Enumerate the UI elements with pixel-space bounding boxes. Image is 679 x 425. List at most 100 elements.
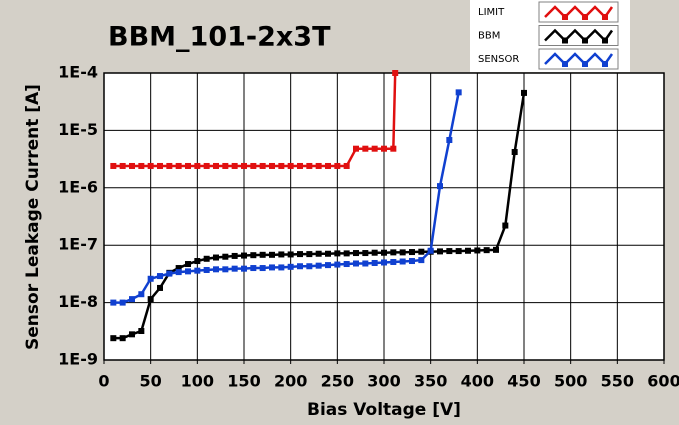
y-tick-label: 1E-7 xyxy=(58,235,98,254)
data-point xyxy=(399,258,406,265)
data-point xyxy=(138,162,145,169)
x-tick-label: 50 xyxy=(140,372,162,391)
data-point xyxy=(315,162,322,169)
x-axis-label: Bias Voltage [V] xyxy=(307,400,461,420)
legend-marker xyxy=(582,61,588,67)
data-point xyxy=(194,258,201,265)
data-point xyxy=(175,265,182,272)
x-tick-label: 150 xyxy=(227,372,260,391)
data-point xyxy=(166,270,173,277)
data-point xyxy=(343,261,350,268)
data-point xyxy=(353,250,359,257)
data-point xyxy=(381,145,387,152)
data-point xyxy=(334,162,341,169)
legend-label: LIMIT xyxy=(478,7,505,18)
data-point xyxy=(325,250,331,257)
data-point xyxy=(213,254,219,261)
data-point xyxy=(287,263,294,270)
data-point xyxy=(119,299,126,306)
data-point xyxy=(241,265,247,272)
data-point xyxy=(185,162,191,169)
legend-marker xyxy=(562,14,568,20)
data-point xyxy=(390,249,397,256)
data-point xyxy=(157,162,163,169)
data-point xyxy=(371,249,378,256)
data-point xyxy=(315,250,322,257)
data-point xyxy=(362,145,369,152)
data-point xyxy=(175,269,182,276)
data-point xyxy=(325,262,331,269)
data-point xyxy=(241,252,247,259)
data-point xyxy=(222,266,229,273)
legend-marker xyxy=(602,61,608,67)
data-point xyxy=(371,145,378,152)
data-point xyxy=(138,328,145,335)
data-point xyxy=(455,248,462,255)
x-tick-label: 250 xyxy=(321,372,354,391)
data-point xyxy=(392,70,399,76)
data-point xyxy=(278,251,285,258)
data-point xyxy=(446,248,453,255)
data-point xyxy=(250,162,257,169)
data-point xyxy=(362,250,369,257)
data-point xyxy=(269,162,275,169)
data-point xyxy=(446,137,453,144)
y-tick-label: 1E-8 xyxy=(58,292,98,311)
data-point xyxy=(353,260,359,267)
data-point xyxy=(390,145,397,152)
legend-marker xyxy=(602,14,608,20)
data-point xyxy=(455,89,462,96)
data-point xyxy=(306,251,313,258)
x-tick-label: 100 xyxy=(181,372,214,391)
data-point xyxy=(278,264,285,271)
data-point xyxy=(409,249,415,256)
data-point xyxy=(129,296,135,303)
data-point xyxy=(222,253,229,260)
chart-title: BBM_101-2x3T xyxy=(108,22,331,53)
data-point xyxy=(110,162,117,169)
data-point xyxy=(287,162,294,169)
x-tick-label: 450 xyxy=(507,372,540,391)
data-point xyxy=(399,249,406,256)
data-point xyxy=(119,335,126,342)
data-point xyxy=(259,265,266,272)
data-point xyxy=(194,162,201,169)
legend-marker xyxy=(562,61,568,67)
data-point xyxy=(287,251,294,258)
legend-label: BBM xyxy=(478,31,500,42)
data-point xyxy=(185,268,191,275)
x-tick-label: 500 xyxy=(554,372,587,391)
data-point xyxy=(511,149,518,156)
data-point xyxy=(418,248,425,255)
data-point xyxy=(437,248,443,255)
data-point xyxy=(231,162,238,169)
data-point xyxy=(493,246,499,253)
data-point xyxy=(390,258,397,265)
data-point xyxy=(129,331,135,338)
data-point xyxy=(521,89,527,96)
data-point xyxy=(250,252,257,259)
data-point xyxy=(269,264,275,271)
data-point xyxy=(166,162,173,169)
y-axis-label: Sensor Leakage Current [A] xyxy=(23,84,43,350)
data-point xyxy=(119,162,126,169)
data-point xyxy=(213,162,219,169)
y-tick-label: 1E-4 xyxy=(58,63,98,82)
data-point xyxy=(409,258,415,265)
data-point xyxy=(213,266,219,273)
data-point xyxy=(231,265,238,272)
data-point xyxy=(259,162,266,169)
y-tick-label: 1E-5 xyxy=(58,120,98,139)
data-point xyxy=(334,261,341,268)
data-point xyxy=(278,162,285,169)
data-point xyxy=(250,265,257,272)
data-point xyxy=(306,162,313,169)
data-point xyxy=(185,261,191,268)
data-point xyxy=(222,162,229,169)
data-point xyxy=(427,247,434,254)
legend-marker xyxy=(582,37,588,44)
x-tick-label: 400 xyxy=(461,372,494,391)
data-point xyxy=(325,162,331,169)
y-tick-label: 1E-6 xyxy=(58,177,98,196)
